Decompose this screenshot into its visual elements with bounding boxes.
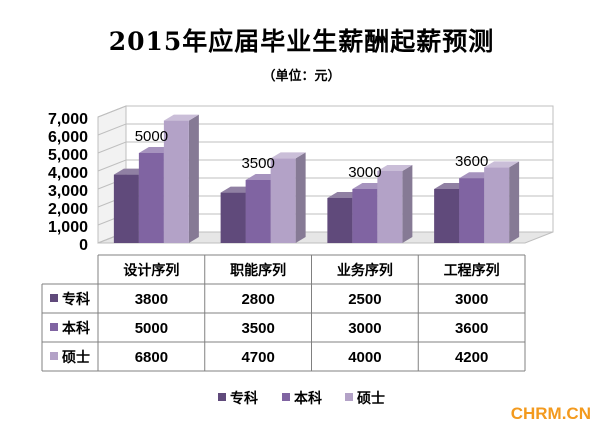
gridline [97, 159, 553, 172]
bar [163, 120, 189, 243]
table-cell: 3600 [455, 320, 488, 337]
table-cell: 5000 [135, 320, 168, 337]
category-label: 设计序列 [123, 262, 179, 279]
y-tick-label: 3,000 [48, 183, 88, 200]
table-cell: 3000 [348, 320, 381, 337]
table-cell: 2500 [348, 291, 381, 308]
table-cell: 4700 [241, 349, 274, 366]
category-label: 职能序列 [230, 262, 286, 279]
chart-subtitle: （单位：元） [262, 69, 341, 84]
legend-key [218, 393, 226, 401]
bar [138, 153, 164, 243]
bar-side [509, 161, 520, 243]
y-tick-label: 1,000 [48, 219, 88, 236]
bar-top [270, 152, 306, 159]
table-cell: 3800 [135, 291, 168, 308]
table-legend-key [50, 294, 58, 302]
bar [484, 167, 510, 243]
gridline [97, 105, 553, 118]
table-cell: 3500 [241, 320, 274, 337]
bar-top [163, 114, 199, 121]
site-watermark: CHRM.CN [510, 404, 591, 423]
bar-top [484, 161, 520, 168]
bar [245, 180, 271, 243]
bar-top [377, 165, 413, 171]
bar [113, 174, 139, 243]
bar [327, 198, 353, 243]
table-row-header: 专科 [62, 291, 90, 308]
table-cell: 4000 [348, 349, 381, 366]
legend-label: 专科 [230, 390, 258, 407]
table-cell: 2800 [241, 291, 274, 308]
y-tick-label: 5,000 [48, 147, 88, 164]
bar [459, 178, 485, 243]
bar [270, 158, 296, 243]
chart-title: 2015年应届毕业生薪酬起薪预测 [108, 27, 495, 56]
data-label: 5000 [135, 128, 168, 145]
bar-side [402, 165, 413, 243]
table-row-header: 硕士 [62, 349, 90, 366]
y-tick-label: 2,000 [48, 201, 88, 218]
table-legend-key [50, 323, 58, 331]
y-tick-label: 4,000 [48, 165, 88, 182]
legend-key [282, 393, 290, 401]
bar-side [295, 152, 306, 243]
table-cell: 6800 [135, 349, 168, 366]
data-label: 3600 [455, 153, 488, 170]
data-label: 3000 [348, 164, 381, 181]
data-label: 3500 [241, 155, 274, 172]
gridline [97, 141, 553, 154]
legend-key [345, 393, 353, 401]
bar [434, 189, 460, 243]
legend-label: 硕士 [357, 390, 385, 407]
category-label: 业务序列 [337, 262, 393, 279]
y-tick-label: 0 [79, 237, 88, 254]
category-label: 工程序列 [444, 262, 500, 279]
table-row-header: 本科 [62, 320, 90, 337]
bar [220, 192, 246, 243]
bar-side [188, 114, 199, 243]
table-legend-key [50, 352, 58, 360]
gridline [97, 123, 553, 136]
table-cell: 3000 [455, 291, 488, 308]
bar [377, 171, 403, 243]
y-tick-label: 7,000 [48, 111, 88, 128]
bar [352, 189, 378, 243]
y-tick-label: 6,000 [48, 129, 88, 146]
table-cell: 4200 [455, 349, 488, 366]
legend-label: 本科 [294, 390, 322, 407]
